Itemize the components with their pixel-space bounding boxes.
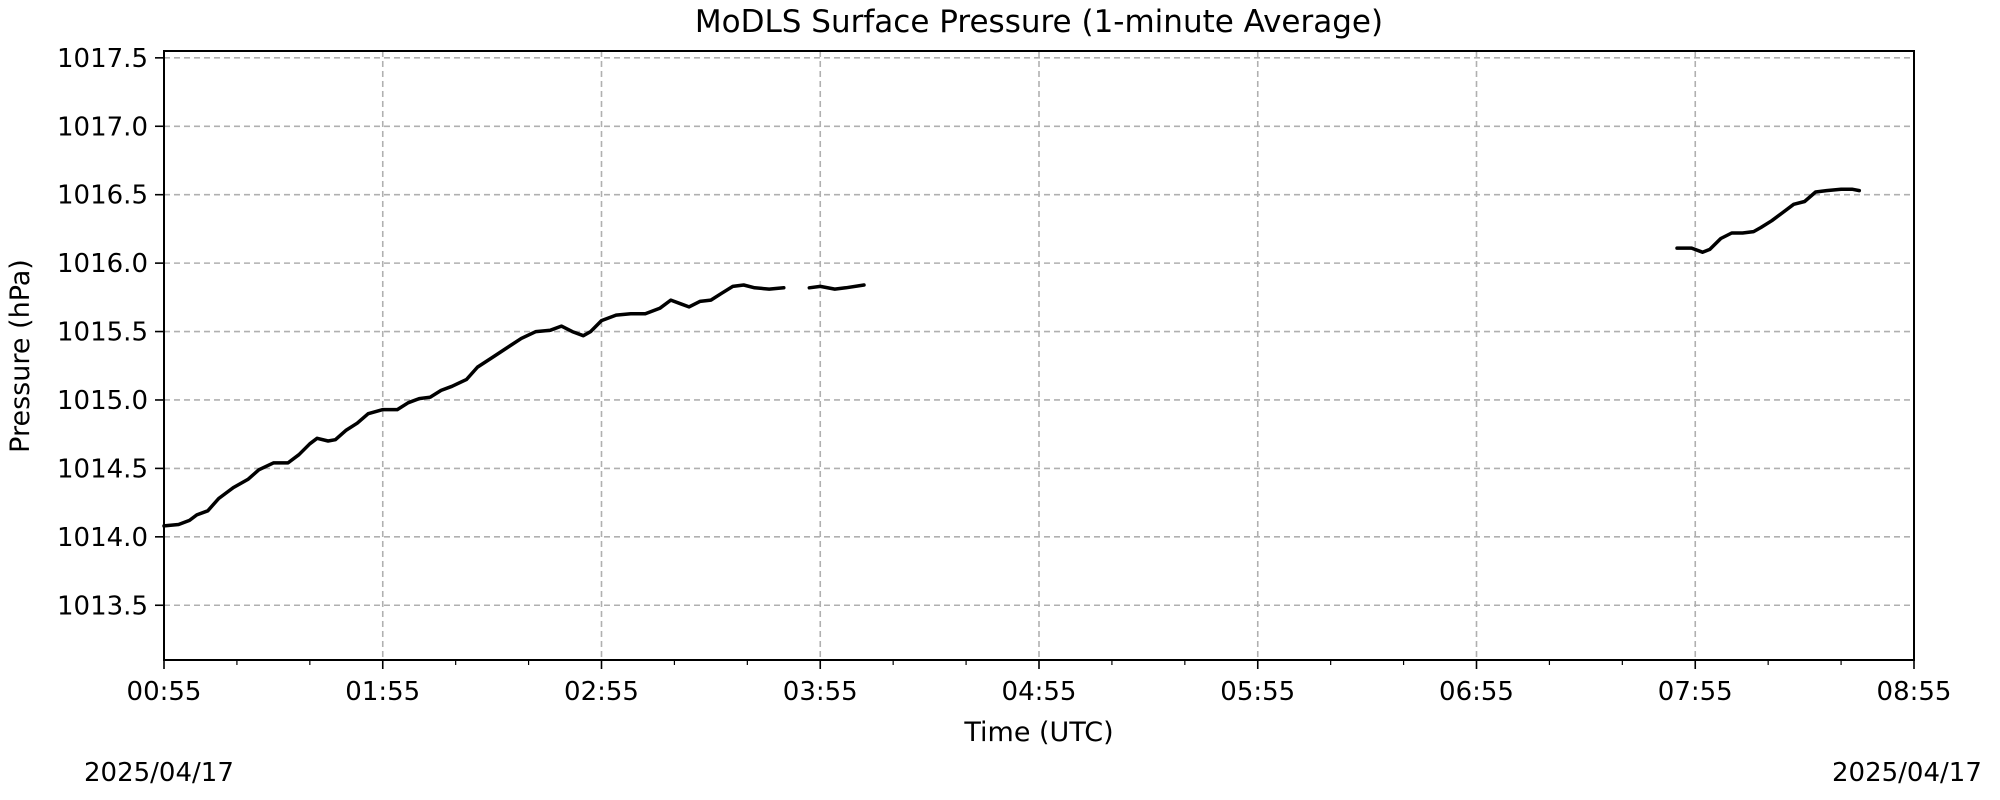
x-axis-ticks: 00:55 01:55 02:55 03:55 04:55 05:55 06:55 07:55… — [127, 660, 1952, 707]
x-tick-label: 03:55 — [783, 677, 858, 707]
y-tick-label: 1016.0 — [57, 249, 148, 279]
x-tick-label: 02:55 — [564, 677, 639, 707]
y-tick-label: 1013.5 — [57, 591, 148, 621]
x-tick-label: 07:55 — [1658, 677, 1733, 707]
x-tick-label: 06:55 — [1439, 677, 1514, 707]
y-tick-label: 1014.0 — [57, 523, 148, 553]
y-tick-label: 1015.0 — [57, 386, 148, 416]
y-tick-label: 1016.5 — [57, 181, 148, 211]
x-tick-label: 08:55 — [1877, 677, 1952, 707]
pressure-series-line — [162, 283, 786, 528]
data-series-layer — [162, 187, 1862, 528]
y-tick-label: 1015.5 — [57, 318, 148, 348]
y-axis-title: Pressure (hPa) — [5, 259, 36, 453]
x-tick-label: 04:55 — [1002, 677, 1077, 707]
x-tick-label: 05:55 — [1220, 677, 1295, 707]
y-axis-ticks: 1013.5 1014.0 1014.5 1015.0 1015.5 1016.0 1016… — [57, 44, 164, 621]
x-tick-label: 00:55 — [127, 677, 202, 707]
y-tick-label: 1017.0 — [57, 112, 148, 142]
start-date-label: 2025/04/17 — [84, 758, 234, 788]
y-tick-label: 1014.5 — [57, 454, 148, 484]
end-date-label: 2025/04/17 — [1832, 758, 1982, 788]
grid-lines — [163, 51, 1915, 660]
x-axis-title: Time (UTC) — [963, 717, 1113, 748]
x-tick-label: 01:55 — [345, 677, 420, 707]
y-tick-label: 1017.5 — [57, 44, 148, 74]
pressure-series-line — [807, 283, 866, 291]
chart-title: MoDLS Surface Pressure (1-minute Average… — [695, 4, 1383, 40]
pressure-series-line — [1675, 187, 1862, 254]
